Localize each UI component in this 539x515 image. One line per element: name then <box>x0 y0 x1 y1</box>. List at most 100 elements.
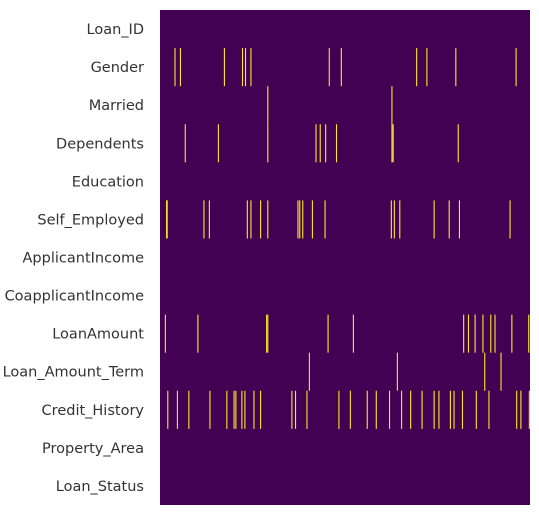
missing-cell <box>516 48 517 86</box>
missing-cell <box>455 48 456 86</box>
missing-cell <box>401 391 402 429</box>
missing-cell <box>336 124 337 162</box>
missing-cell <box>516 391 517 429</box>
y-tick-label: Credit_History <box>42 403 145 419</box>
missing-cell <box>353 315 354 353</box>
missing-cell <box>260 200 261 238</box>
missing-cell <box>302 200 303 238</box>
missing-cell <box>511 315 512 353</box>
y-tick-label: Loan_Amount_Term <box>3 365 144 381</box>
y-tick-label: ApplicantIncome <box>23 251 145 267</box>
missing-cell <box>450 391 451 429</box>
missing-cell <box>476 391 477 429</box>
missing-cell <box>394 200 395 238</box>
missing-cell <box>500 353 501 391</box>
missing-cell <box>325 124 326 162</box>
missing-cell <box>475 315 476 353</box>
missing-cell <box>226 391 227 429</box>
missing-cell <box>242 48 243 86</box>
missing-cell <box>291 391 292 429</box>
y-tick-label: Education <box>72 174 144 190</box>
missing-cell <box>458 124 459 162</box>
missing-cell <box>180 48 181 86</box>
y-tick-label: Self_Employed <box>37 212 144 228</box>
missing-cell <box>393 124 394 162</box>
missing-cell <box>434 391 435 429</box>
plot-area <box>160 10 530 505</box>
missing-cell <box>267 86 268 124</box>
missing-cell <box>197 315 198 353</box>
missing-cell <box>438 391 439 429</box>
missing-cell <box>520 391 521 429</box>
missing-cell <box>203 200 204 238</box>
missing-cell <box>241 391 242 429</box>
missing-cell <box>482 315 483 353</box>
missing-cell <box>234 391 235 429</box>
missing-cell <box>224 48 225 86</box>
missing-cell <box>338 391 339 429</box>
missing-cell <box>188 391 189 429</box>
y-tick-label: Married <box>89 98 144 114</box>
missing-cell <box>250 48 251 86</box>
missing-cell <box>350 391 351 429</box>
missing-cell <box>468 315 469 353</box>
missing-cell <box>426 48 427 86</box>
missing-cell <box>253 391 254 429</box>
missing-cell <box>267 200 268 238</box>
missing-cell <box>462 391 463 429</box>
missing-cell <box>410 391 411 429</box>
missing-cell <box>266 315 267 353</box>
missing-cell <box>235 391 236 429</box>
missing-cell <box>267 315 268 353</box>
missing-cell <box>389 391 390 429</box>
heatmap-background <box>160 10 530 505</box>
missing-cell <box>391 200 392 238</box>
missing-cell <box>422 391 423 429</box>
missing-cell <box>309 353 310 391</box>
missing-cell <box>174 48 175 86</box>
missing-cell <box>328 315 329 353</box>
y-tick-label: Gender <box>91 60 144 76</box>
missing-cell <box>488 391 489 429</box>
missing-cell <box>312 200 313 238</box>
missing-cell <box>315 124 316 162</box>
missing-cell <box>529 391 530 429</box>
missing-cell <box>459 200 460 238</box>
missing-cell <box>297 200 298 238</box>
missing-cell <box>267 124 268 162</box>
missing-cell <box>367 391 368 429</box>
missing-cell <box>299 200 300 238</box>
missing-cell <box>165 315 166 353</box>
y-tick-label: Dependents <box>56 136 144 152</box>
missing-cell <box>167 200 168 238</box>
missing-cell <box>434 200 435 238</box>
y-tick-label: Property_Area <box>42 441 144 457</box>
missing-cell <box>463 315 464 353</box>
y-tick-label: Loan_ID <box>87 22 144 38</box>
missing-cell <box>209 391 210 429</box>
missing-cell <box>453 391 454 429</box>
missing-cell <box>244 391 245 429</box>
missing-cell <box>391 86 392 124</box>
missing-cell <box>325 200 326 238</box>
missing-cell <box>391 124 392 162</box>
missing-cell <box>167 391 168 429</box>
missing-cell <box>449 200 450 238</box>
missing-cell <box>510 200 511 238</box>
missing-cell <box>494 315 495 353</box>
missing-cell <box>247 200 248 238</box>
y-axis-tick-labels: Loan_ID Gender Married Dependents Education S… <box>3 22 145 495</box>
missing-cell <box>245 48 246 86</box>
missing-cell <box>528 315 529 353</box>
y-tick-label: Loan_Status <box>56 479 144 495</box>
missing-cell <box>490 315 491 353</box>
missing-cell <box>484 353 485 391</box>
missing-cell <box>295 391 296 429</box>
missing-cell <box>399 200 400 238</box>
missing-cell <box>209 200 210 238</box>
missing-cell <box>416 48 417 86</box>
missing-cell <box>306 391 307 429</box>
missing-cell <box>329 48 330 86</box>
